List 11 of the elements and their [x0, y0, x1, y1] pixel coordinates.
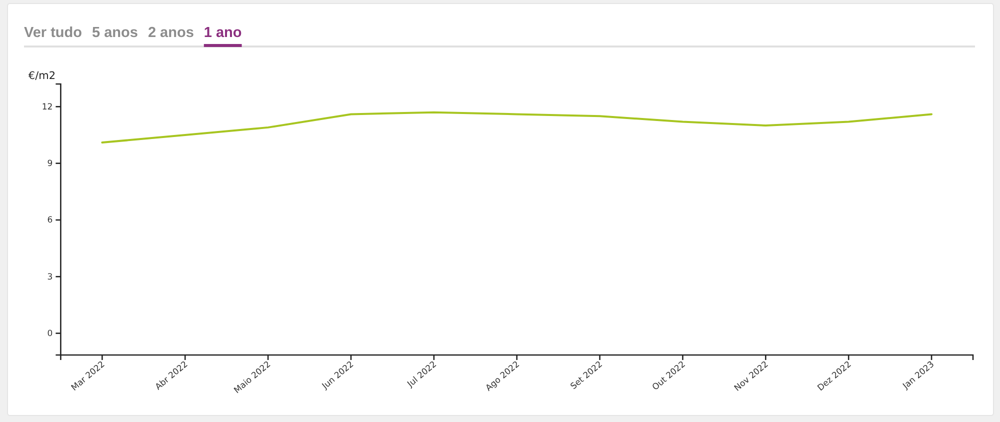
text: Ver tudo	[24, 25, 82, 41]
y-axis-title: €/m2	[28, 70, 56, 82]
y-tick-label: 9	[47, 159, 53, 170]
line-series	[101, 111, 933, 144]
y-tick-label: 3	[47, 272, 53, 282]
text: 2 anos	[148, 25, 194, 41]
y-tick-label: 0	[47, 329, 53, 339]
text: 5 anos	[92, 25, 138, 41]
text: 1 ano	[204, 25, 242, 41]
y-tick-label: 12	[42, 102, 53, 112]
y-tick-label: 6	[47, 216, 53, 226]
